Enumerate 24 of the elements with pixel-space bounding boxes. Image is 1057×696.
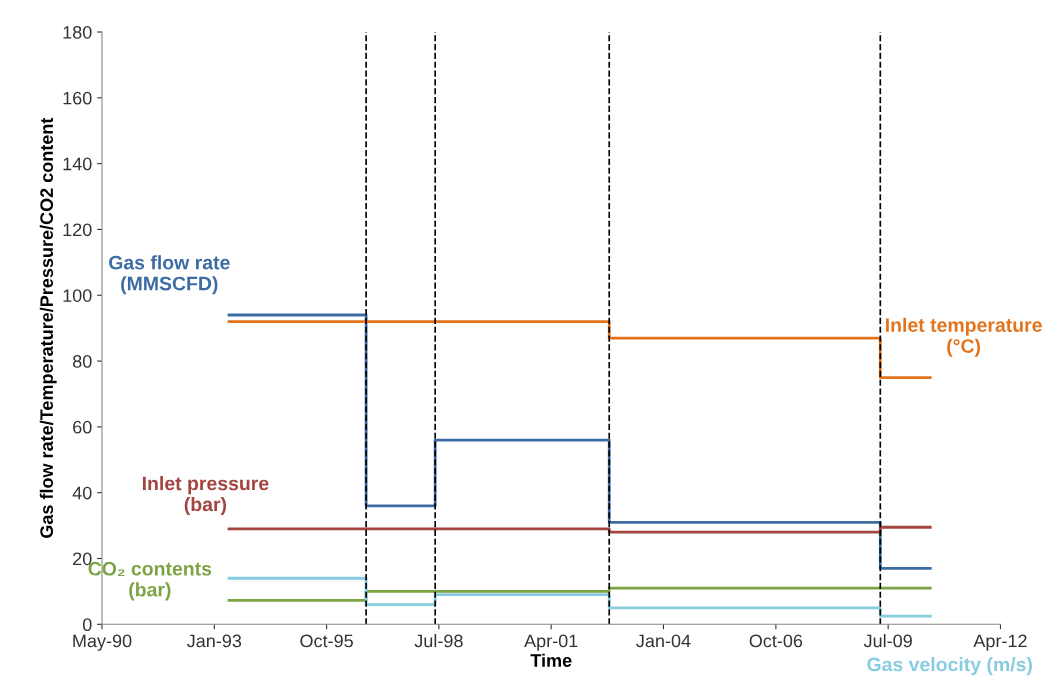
text: Gas velocity (m/s) xyxy=(867,657,1032,676)
x-axis-title: Time xyxy=(530,653,572,667)
y-tick-label: 140 xyxy=(63,157,92,171)
x-tick-label: Jan-04 xyxy=(636,634,691,648)
x-tick-label: May-90 xyxy=(73,634,132,651)
x-tick-label: Apr-12 xyxy=(973,634,1027,651)
y-tick-label: 160 xyxy=(63,91,92,105)
x-tick-label: Jan-93 xyxy=(186,634,242,648)
y-tick-label: 60 xyxy=(73,420,92,434)
x-tick-label: Oct-06 xyxy=(749,634,803,648)
x-tick-label: Jul-09 xyxy=(863,634,912,648)
series-label: Inlet temperature (°C) xyxy=(886,317,1042,357)
x-tick-label: Apr-01 xyxy=(524,634,578,651)
x-tick-label: Jul-98 xyxy=(414,634,463,648)
y-tick-label: 40 xyxy=(72,486,92,500)
y-tick-label: 80 xyxy=(72,355,92,368)
y-tick-label: 100 xyxy=(63,289,92,302)
x-tick-label: Oct-95 xyxy=(300,634,353,648)
series-label: Inlet pressure (bar) xyxy=(142,476,269,516)
series-label: Gas flow rate (MMSCFD) xyxy=(109,255,230,295)
y-tick-label: 0 xyxy=(82,618,92,632)
y-axis-title: Gas flow rate/Temperature/Pressure/CO2 content xyxy=(39,117,57,538)
y-tick-label: 180 xyxy=(63,25,92,39)
y-tick-label: 120 xyxy=(63,223,92,237)
